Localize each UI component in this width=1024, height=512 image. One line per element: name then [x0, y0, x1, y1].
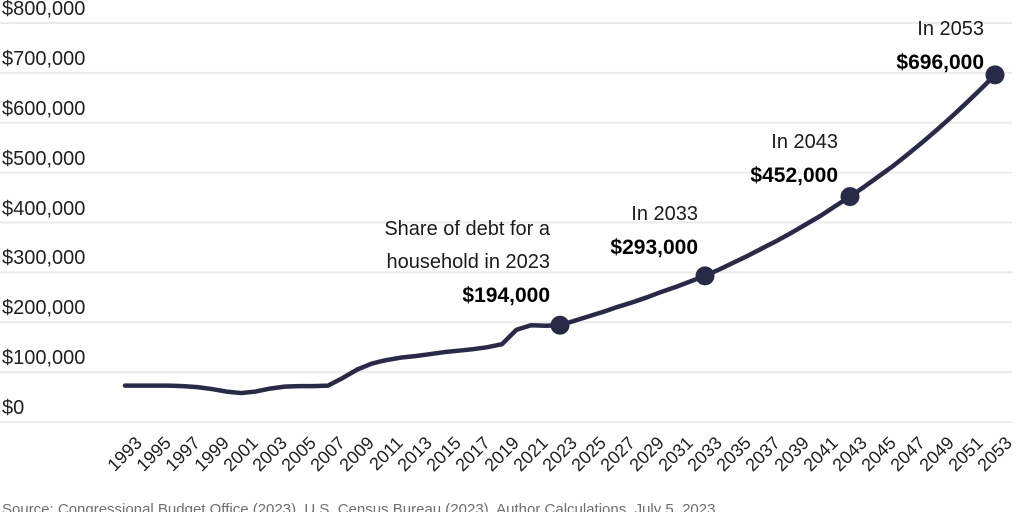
- data-point-dot: [550, 315, 570, 335]
- data-point-dot: [840, 187, 860, 207]
- annotation-value: $696,000: [896, 51, 984, 74]
- y-tick-label: $300,000: [2, 247, 86, 270]
- annotation-label: In 2033: [631, 203, 698, 225]
- annotation-label: In 2053: [917, 18, 984, 40]
- annotation-label: Share of debt for a: [384, 218, 550, 240]
- annotation-label: household in 2023: [386, 251, 550, 273]
- annotation-value: $293,000: [610, 236, 698, 259]
- y-tick-label: $500,000: [2, 147, 86, 170]
- annotation: In 2053 $696,000: [896, 13, 984, 79]
- annotation-value: $452,000: [750, 164, 838, 187]
- y-tick-label: $100,000: [2, 347, 86, 370]
- y-tick-label: $800,000: [2, 0, 86, 20]
- y-tick-label: $600,000: [2, 97, 86, 120]
- annotation: Share of debt for a household in 2023 $194…: [384, 213, 550, 312]
- y-tick-label: $200,000: [2, 297, 86, 320]
- gridlines: [0, 22, 1012, 423]
- y-tick-label: $400,000: [2, 197, 86, 220]
- annotation: In 2033 $293,000: [610, 198, 698, 264]
- data-point-dot: [695, 266, 715, 286]
- y-tick-label: $0: [2, 397, 25, 419]
- y-tick-label: $700,000: [2, 47, 86, 70]
- data-point-dot: [985, 65, 1005, 85]
- annotation: In 2043 $452,000: [750, 126, 838, 192]
- annotation-value: $194,000: [462, 284, 550, 307]
- annotation-label: In 2043: [771, 131, 838, 153]
- data-point-markers: [550, 65, 1005, 335]
- source-note: Source: Congressional Budget Office (202…: [2, 501, 716, 512]
